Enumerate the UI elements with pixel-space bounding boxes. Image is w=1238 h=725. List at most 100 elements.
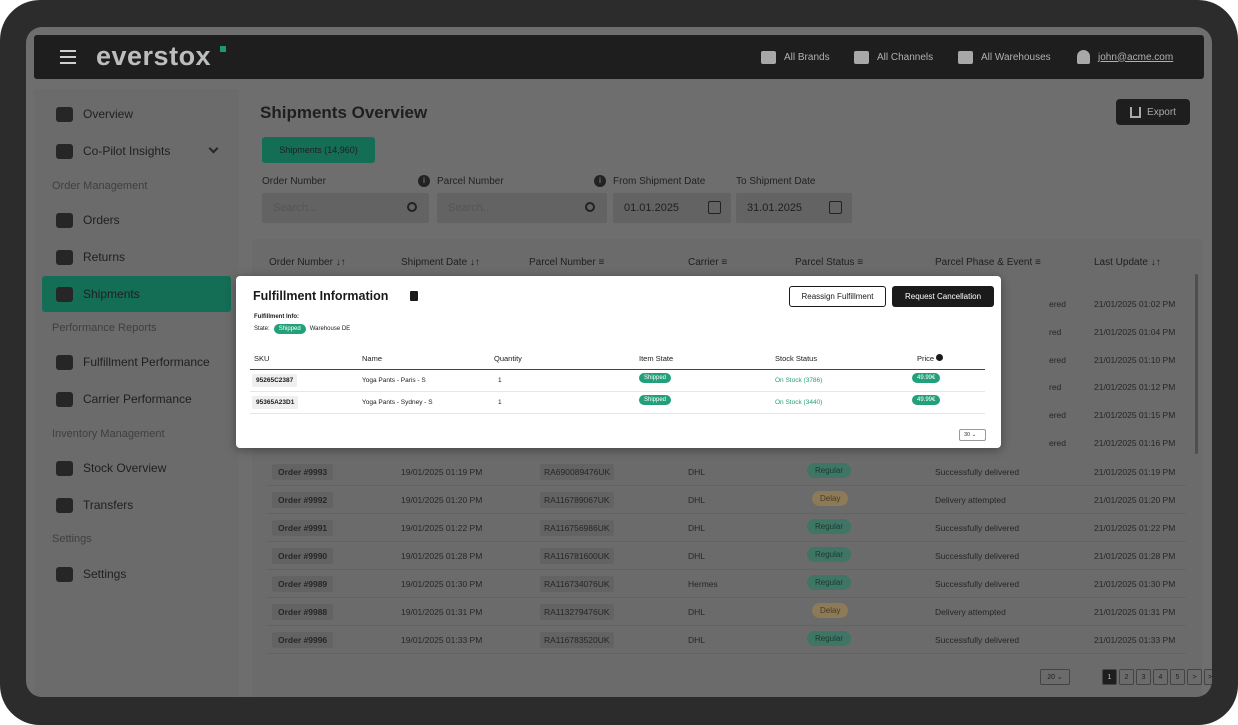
sidebar-section-inventory: Inventory Management — [52, 428, 165, 440]
status-badge: Shipped — [639, 373, 672, 383]
next-page-button[interactable]: > — [1187, 669, 1202, 685]
order-number-label: Order Number — [262, 176, 326, 187]
table-row[interactable]: Order #9993 19/01/2025 01:19 PM RA690089… — [266, 458, 1186, 486]
copy-icon[interactable] — [410, 291, 418, 301]
table-row[interactable]: Order #9990 19/01/2025 01:28 PM RA116781… — [266, 542, 1186, 570]
last-update-cell: 21/01/2025 01:15 PM — [1094, 410, 1176, 420]
user-menu[interactable]: john@acme.com — [1077, 35, 1173, 79]
sidebar-item-orders[interactable]: Orders — [42, 202, 231, 238]
status-badge: Shipped — [639, 395, 672, 405]
to-date-input[interactable]: 31.01.2025 — [736, 193, 852, 223]
col-header-carrier[interactable]: Carrier ≡ — [688, 257, 728, 268]
search-icon[interactable] — [585, 202, 595, 212]
sidebar-item-copilot[interactable]: Co-Pilot Insights — [42, 133, 231, 169]
col-header-price: Price — [917, 354, 944, 363]
brands-selector[interactable]: All Brands — [761, 35, 830, 79]
sidebar-item-label: Returns — [83, 250, 126, 264]
table-row[interactable]: Order #9992 19/01/2025 01:20 PM RA116789… — [266, 486, 1186, 514]
copilot-icon — [56, 143, 73, 159]
divider — [250, 369, 985, 370]
top-bar: everstox All Brands All Channels All War… — [34, 35, 1204, 79]
table-row[interactable]: 95365A23D1 Yoga Pants - Sydney - S 1 Shi… — [250, 392, 985, 414]
col-header-phase-event[interactable]: Parcel Phase & Event ≡ — [935, 257, 1041, 268]
sidebar-item-carrier-performance[interactable]: Carrier Performance — [42, 381, 231, 417]
last-update-cell: 21/01/2025 01:12 PM — [1094, 382, 1176, 392]
price-badge: 49.99€ — [912, 373, 941, 383]
reassign-fulfillment-button[interactable]: Reassign Fulfillment — [789, 286, 886, 307]
partial-phase: ered — [1049, 438, 1067, 448]
sidebar-item-stock-overview[interactable]: Stock Overview — [42, 450, 231, 486]
logo-square-icon — [220, 46, 226, 52]
partial-phase: ered — [1049, 410, 1067, 420]
warehouses-selector[interactable]: All Warehouses — [958, 35, 1051, 79]
channels-selector[interactable]: All Channels — [854, 35, 933, 79]
warehouse-icon — [56, 460, 73, 476]
col-header-order-number[interactable]: Order Number ↓↑ — [269, 257, 346, 268]
channels-label: All Channels — [877, 51, 934, 63]
sidebar-item-transfers[interactable]: Transfers — [42, 487, 231, 523]
sidebar-item-shipments[interactable]: Shipments — [42, 276, 231, 312]
info-icon[interactable]: i — [418, 175, 430, 187]
page-button[interactable]: 4 — [1153, 669, 1168, 685]
col-header-sku: SKU — [254, 354, 270, 363]
per-page-select[interactable]: 20 ⌄ — [1040, 669, 1070, 685]
col-header-shipment-date[interactable]: Shipment Date ↓↑ — [401, 257, 480, 268]
status-badge: Regular — [807, 631, 852, 646]
sidebar: Overview Co-Pilot Insights Order Managem… — [34, 89, 239, 697]
table-row[interactable]: Order #9991 19/01/2025 01:22 PM RA116756… — [266, 514, 1186, 542]
table-row[interactable]: 95265C2387 Yoga Pants - Paris - S 1 Ship… — [250, 370, 985, 392]
export-button[interactable]: Export — [1116, 99, 1190, 125]
user-email[interactable]: john@acme.com — [1098, 51, 1174, 63]
search-placeholder: Search... — [273, 202, 318, 214]
parcel-number-search-input[interactable]: Search... — [437, 193, 607, 223]
table-row[interactable]: Order #9988 19/01/2025 01:31 PM RA113279… — [266, 598, 1186, 626]
sidebar-item-returns[interactable]: Returns — [42, 239, 231, 275]
calendar-icon[interactable] — [829, 201, 842, 214]
from-date-value: 01.01.2025 — [624, 202, 680, 214]
page-button[interactable]: 3 — [1136, 669, 1151, 685]
from-date-input[interactable]: 01.01.2025 — [613, 193, 731, 223]
status-badge: Regular — [807, 519, 852, 534]
sidebar-item-fulfillment-performance[interactable]: Fulfillment Performance — [42, 344, 231, 380]
table-row[interactable]: Order #9989 19/01/2025 01:30 PM RA116734… — [266, 570, 1186, 598]
table-scrollbar[interactable] — [1195, 274, 1198, 454]
bar-chart-icon — [56, 354, 73, 370]
tab-shipments[interactable]: Shipments (14,960) — [262, 137, 375, 163]
search-icon[interactable] — [407, 202, 417, 212]
menu-icon[interactable] — [60, 50, 76, 64]
store-icon — [761, 50, 776, 64]
page-button[interactable]: 5 — [1170, 669, 1185, 685]
cart-icon — [854, 50, 869, 64]
col-header-parcel-number[interactable]: Parcel Number ≡ — [529, 257, 605, 268]
last-update-cell: 21/01/2025 01:16 PM — [1094, 438, 1176, 448]
table-row[interactable]: Order #9996 19/01/2025 01:33 PM RA116783… — [266, 626, 1186, 654]
sidebar-item-settings[interactable]: Settings — [42, 556, 231, 592]
to-date-value: 31.01.2025 — [747, 202, 803, 214]
fulfillment-info-modal: Fulfillment Information Reassign Fulfill… — [236, 276, 1001, 448]
page-button[interactable]: 1 — [1102, 669, 1117, 685]
sidebar-section-order-management: Order Management — [52, 180, 148, 192]
sidebar-item-overview[interactable]: Overview — [42, 96, 231, 132]
export-icon — [1130, 106, 1142, 118]
page-button[interactable]: 2 — [1119, 669, 1134, 685]
chevron-down-icon[interactable] — [208, 143, 219, 154]
col-header-last-update[interactable]: Last Update ↓↑ — [1094, 257, 1161, 268]
order-number-search-input[interactable]: Search... — [262, 193, 429, 223]
info-icon[interactable]: i — [594, 175, 606, 187]
sidebar-item-label: Carrier Performance — [83, 392, 192, 406]
parcel-number-label: Parcel Number — [437, 176, 504, 187]
info-icon — [936, 354, 944, 361]
box-icon — [56, 286, 73, 302]
calendar-icon[interactable] — [708, 201, 721, 214]
col-header-parcel-status[interactable]: Parcel Status ≡ — [795, 257, 864, 268]
sidebar-section-settings: Settings — [52, 533, 92, 545]
app-logo[interactable]: everstox — [96, 41, 212, 71]
pagination: 20 ⌄ — [1040, 669, 1070, 685]
sidebar-item-label: Co-Pilot Insights — [83, 144, 171, 158]
last-update-cell: 21/01/2025 01:04 PM — [1094, 327, 1176, 337]
per-page-select[interactable]: 30 ⌄ — [959, 429, 986, 441]
search-placeholder: Search... — [448, 202, 493, 214]
request-cancellation-button[interactable]: Request Cancellation — [892, 286, 994, 307]
sidebar-item-label: Overview — [83, 107, 134, 121]
last-page-button[interactable]: >> — [1204, 669, 1212, 685]
